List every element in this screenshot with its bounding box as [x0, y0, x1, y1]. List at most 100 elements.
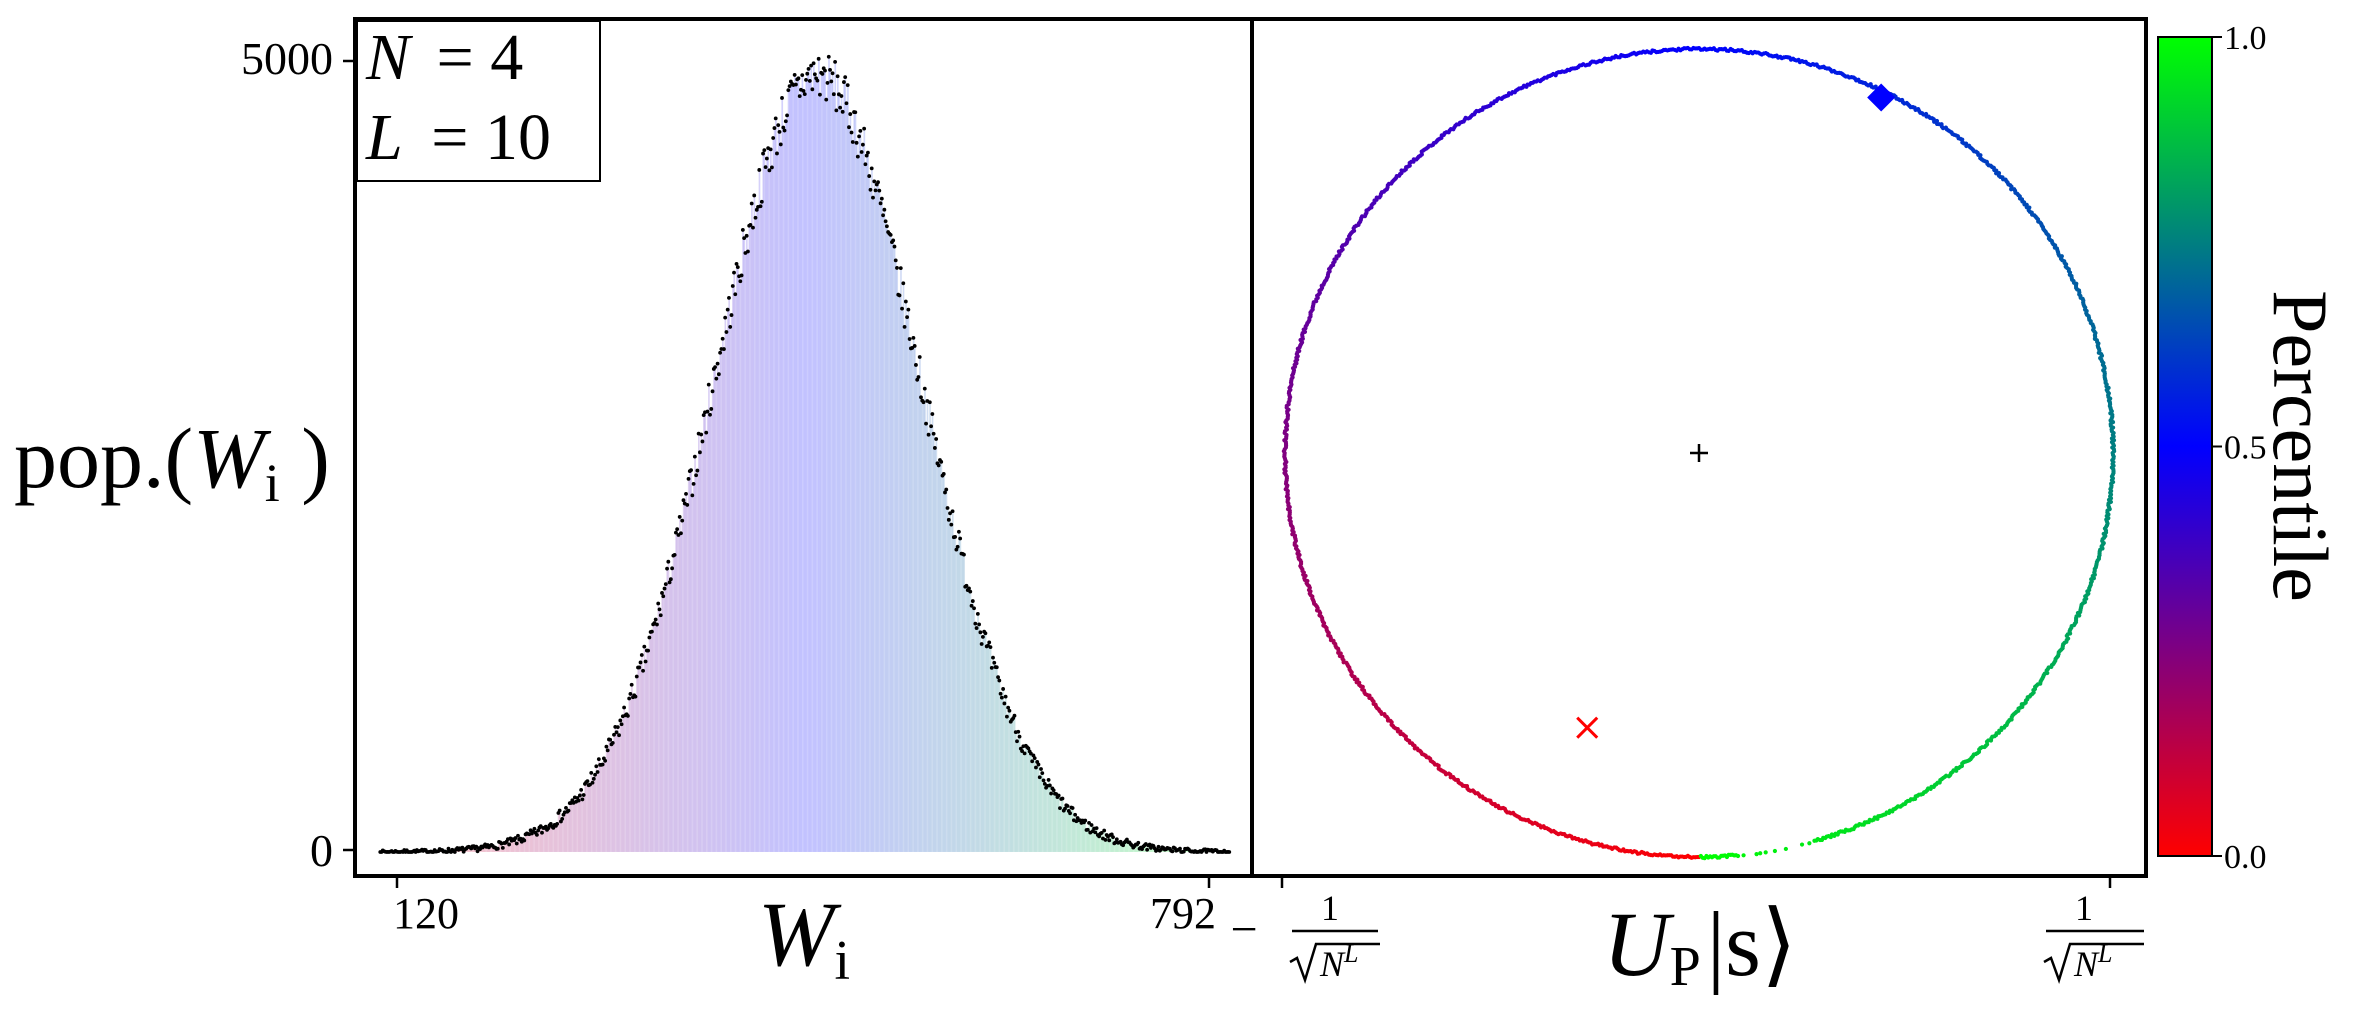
histogram-point	[1156, 844, 1161, 849]
histogram-bar	[1047, 779, 1050, 852]
histogram-bar	[754, 217, 757, 852]
histogram-point	[1099, 830, 1104, 835]
histogram-point	[633, 694, 638, 699]
histogram-point	[625, 714, 630, 718]
histogram-bar	[719, 352, 722, 852]
histogram-point	[638, 660, 643, 665]
histogram-bar	[878, 190, 881, 852]
histogram-point	[780, 96, 784, 100]
histogram-points	[378, 54, 1232, 854]
histogram-bar	[926, 400, 929, 852]
histogram-bar	[1046, 785, 1049, 852]
histogram-bar	[838, 94, 840, 852]
histogram-bar	[761, 201, 763, 852]
histogram-bar	[824, 70, 827, 852]
histogram-bar	[862, 144, 864, 852]
histogram-bar	[676, 529, 679, 852]
histogram-bar	[647, 650, 650, 852]
histogram-point	[1093, 830, 1098, 835]
histogram-bar	[658, 609, 661, 852]
histogram-bar	[883, 209, 886, 852]
histogram-bar	[522, 839, 525, 852]
histogram-point	[1003, 694, 1008, 699]
histogram-bar	[914, 345, 916, 852]
histogram-point	[1107, 838, 1112, 843]
center-plus-marker	[1690, 444, 1708, 462]
histogram-point	[1020, 749, 1024, 753]
histogram-bar	[1102, 838, 1104, 852]
histogram-point	[1083, 818, 1088, 823]
histogram-bar	[1089, 832, 1092, 852]
histogram-point	[1073, 812, 1078, 817]
histogram-point	[919, 395, 923, 400]
histogram-point	[722, 347, 726, 351]
histogram-bar	[1007, 707, 1010, 852]
histogram-point	[681, 498, 686, 503]
histogram-bar	[882, 215, 885, 852]
histogram-point	[854, 140, 859, 145]
histogram-bar	[800, 89, 803, 852]
histogram-point	[825, 81, 830, 85]
histogram-point	[585, 779, 590, 784]
histogram-point	[725, 307, 730, 312]
histogram-bar	[898, 295, 901, 852]
histogram-point	[728, 325, 733, 329]
histogram-point	[1039, 767, 1043, 771]
histogram-bar	[631, 684, 633, 852]
histogram-bar	[468, 846, 470, 852]
histogram-point	[882, 207, 887, 212]
histogram-bar	[532, 831, 535, 852]
histogram-bar	[1082, 820, 1084, 852]
histogram-bar	[687, 478, 690, 852]
histogram-bar	[1035, 767, 1037, 852]
histogram-bar	[884, 221, 887, 852]
histogram-bar	[905, 301, 907, 852]
y-tick-label-0: 0	[310, 825, 333, 876]
histogram-bar	[1039, 777, 1041, 852]
histogram-bar	[653, 623, 656, 852]
histogram-bar	[661, 592, 664, 852]
histogram-point	[665, 566, 669, 571]
histogram-bar	[783, 130, 786, 852]
histogram-point	[656, 601, 661, 606]
histogram-bar	[916, 379, 919, 852]
histogram-bar	[1075, 821, 1078, 852]
histogram-point	[772, 126, 777, 130]
right-axes-frame	[1250, 17, 2148, 878]
histogram-point	[991, 655, 995, 660]
histogram-point	[1012, 713, 1017, 718]
histogram-point	[999, 695, 1004, 700]
histogram-point	[535, 832, 539, 837]
histogram-bar	[643, 646, 646, 852]
histogram-point	[983, 631, 988, 636]
histogram-bar	[949, 513, 952, 852]
histogram-point	[944, 487, 949, 492]
histogram-point	[828, 67, 832, 72]
histogram-bar	[951, 511, 954, 852]
histogram-bar	[727, 309, 729, 852]
histogram-bar	[1054, 793, 1056, 852]
histogram-bar	[893, 246, 896, 852]
y-axis-label: pop.(Wi )	[14, 410, 330, 513]
histogram-panel: 5000 0 120 792 N = 4 L = 10 Wi pop.(Wi )	[14, 17, 1254, 992]
histogram-point	[911, 335, 916, 340]
histogram-point	[677, 515, 682, 519]
right-x-tick-label-left: − 1 NL	[1230, 888, 1380, 984]
histogram-bar	[958, 531, 960, 852]
histogram-point	[842, 80, 846, 84]
histogram-point	[829, 79, 834, 84]
histogram-bar	[695, 475, 698, 852]
histogram-bar	[974, 623, 977, 852]
histogram-bar	[989, 647, 992, 852]
histogram-point	[797, 94, 802, 99]
histogram-point	[603, 758, 608, 763]
histogram-bar	[1053, 790, 1055, 852]
histogram-point	[752, 193, 757, 198]
histogram-bar	[1099, 833, 1102, 852]
histogram-bar	[586, 781, 589, 852]
histogram-bar	[535, 832, 537, 852]
histogram-bar	[922, 402, 925, 852]
histogram-point	[845, 83, 850, 88]
histogram-bar	[1008, 710, 1011, 852]
